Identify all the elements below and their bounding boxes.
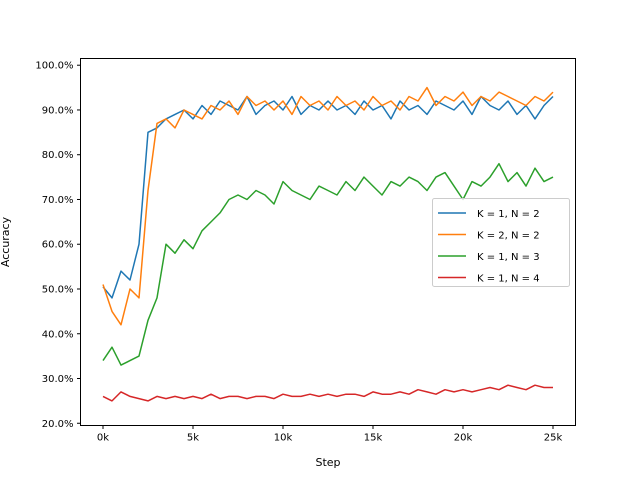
y-tick-label: 20.0% bbox=[42, 419, 74, 430]
legend-box bbox=[432, 198, 570, 287]
y-axis-label: Accuracy bbox=[0, 216, 12, 267]
legend-label: K = 2, N = 2 bbox=[477, 231, 540, 242]
x-tick-label: 0k bbox=[97, 433, 109, 444]
axes-frame bbox=[80, 58, 576, 426]
x-axis: 0k 5k 10k 15k 20k 25k bbox=[97, 425, 563, 444]
series-line-3 bbox=[102, 162, 554, 366]
legend: K = 1, N = 2 K = 2, N = 2 K = 1, N = 3 K = … bbox=[432, 198, 570, 287]
y-tick-label: 40.0% bbox=[42, 329, 74, 340]
y-tick-label: 100.0% bbox=[35, 61, 73, 72]
y-tick-label: 60.0% bbox=[42, 240, 74, 251]
series-line-1 bbox=[102, 95, 554, 299]
x-tick-label: 15k bbox=[364, 433, 383, 444]
legend-label: K = 1, N = 3 bbox=[477, 252, 540, 263]
legend-label: K = 1, N = 4 bbox=[477, 274, 540, 285]
y-tick-label: 90.0% bbox=[42, 105, 74, 116]
series-line-4 bbox=[102, 384, 553, 402]
series-line-2 bbox=[102, 86, 554, 326]
legend-label: K = 1, N = 2 bbox=[477, 209, 540, 220]
x-tick-label: 25k bbox=[544, 433, 563, 444]
plot-lines bbox=[102, 86, 554, 402]
x-tick-label: 5k bbox=[187, 433, 199, 444]
x-axis-label: Step bbox=[315, 456, 340, 469]
x-tick-label: 10k bbox=[274, 433, 293, 444]
x-tick-label: 20k bbox=[454, 433, 473, 444]
y-tick-label: 70.0% bbox=[42, 195, 74, 206]
y-axis: 20.0% 30.0% 40.0% 50.0% 60.0% 70.0% 80.0% 90.0%… bbox=[35, 61, 81, 430]
y-tick-label: 50.0% bbox=[42, 284, 74, 295]
y-tick-label: 30.0% bbox=[42, 374, 74, 385]
y-tick-label: 80.0% bbox=[42, 150, 74, 161]
